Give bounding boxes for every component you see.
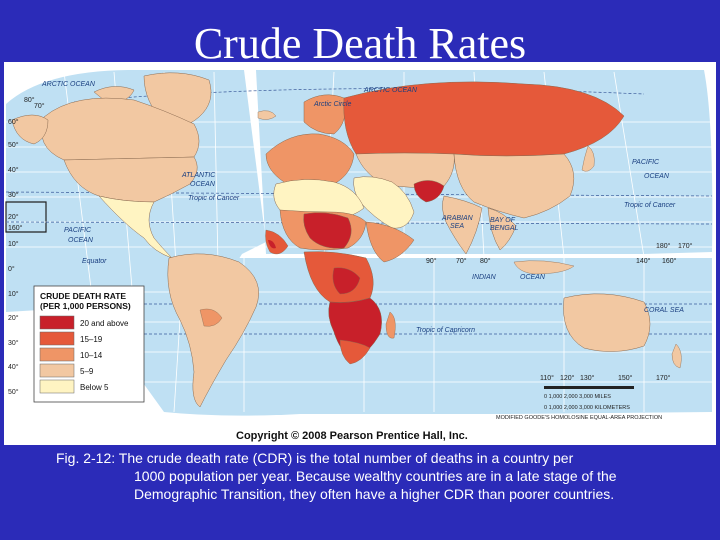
deg-0: 0° — [8, 265, 15, 273]
legend-label-0: 20 and above — [80, 319, 129, 328]
scale-bar: 0 1,000 2,000 3,000 MILES 0 1,000 2,000 … — [496, 386, 662, 421]
label-pacific-west-2: OCEAN — [68, 237, 94, 244]
deg-lon-160: 160° — [8, 224, 23, 232]
mexico-central-america — [98, 195, 173, 259]
new-zealand — [671, 343, 682, 369]
legend-swatch-1 — [39, 331, 75, 346]
deg-m10: 10° — [8, 290, 19, 298]
slide-title: Crude Death Rates — [193, 19, 527, 68]
deg-lon-80: 80° — [480, 257, 491, 265]
indonesia — [513, 260, 575, 275]
label-tropic-capricorn: Tropic of Capricorn — [416, 327, 475, 334]
label-bay-bengal-2: BENGAL — [490, 225, 519, 232]
deg-20: 20° — [8, 213, 19, 221]
legend-swatch-2 — [39, 347, 75, 362]
label-pacific-east-2: OCEAN — [644, 173, 670, 180]
deg-30: 30° — [8, 191, 19, 199]
deg-lon-120: 120° — [560, 374, 575, 382]
deg-lon-70: 70° — [456, 257, 467, 265]
south-africa — [339, 339, 371, 365]
sierra-leone — [268, 240, 276, 249]
label-tropic-cancer-1: Tropic of Cancer — [188, 195, 240, 202]
figure-caption: Fig. 2-12: The crude death rate (CDR) is… — [56, 449, 666, 503]
label-bay-bengal-1: BAY OF — [490, 217, 516, 224]
legend: CRUDE DEATH RATE (PER 1,000 PERSONS) 20 … — [33, 285, 145, 403]
horn-of-africa — [365, 221, 415, 263]
iceland — [257, 110, 277, 120]
label-pacific-east-1: PACIFIC — [632, 159, 660, 166]
caption-line-1: Fig. 2-12: The crude death rate (CDR) is… — [56, 450, 574, 466]
legend-title-2: (PER 1,000 PERSONS) — [40, 301, 131, 311]
afghanistan — [413, 180, 445, 203]
label-atlantic-2: OCEAN — [190, 181, 216, 188]
world-map: ARCTIC OCEAN ARCTIC OCEAN Arctic Circle … — [5, 70, 713, 442]
legend-title-1: CRUDE DEATH RATE — [40, 291, 126, 301]
label-equator: Equator — [82, 258, 107, 265]
scale-miles: 0 1,000 2,000 3,000 MILES — [544, 394, 611, 400]
europe-west — [265, 133, 355, 186]
label-indian-ocean-1: INDIAN — [472, 274, 497, 281]
deg-m40: 40° — [8, 363, 19, 371]
drc — [332, 267, 361, 295]
alaska — [11, 114, 49, 145]
deg-50: 50° — [8, 141, 19, 149]
deg-10: 10° — [8, 240, 19, 248]
legend-label-2: 10–14 — [80, 351, 103, 360]
label-arctic-ocean-2: ARCTIC OCEAN — [363, 87, 418, 94]
southeast-asia — [487, 207, 517, 251]
label-tropic-cancer-2: Tropic of Cancer — [624, 202, 676, 209]
legend-swatch-4 — [39, 379, 75, 394]
japan — [581, 145, 595, 172]
deg-40: 40° — [8, 166, 19, 174]
label-arabian-sea-2: SEA — [450, 223, 464, 230]
india — [442, 195, 483, 255]
label-pacific-west-1: PACIFIC — [64, 227, 92, 234]
projection-label: MODIFIED GOODE'S HOMOLOSINE EQUAL-AREA P… — [496, 415, 662, 421]
legend-label-1: 15–19 — [80, 335, 103, 344]
canada — [41, 97, 200, 161]
deg-60: 60° — [8, 118, 19, 126]
deg-lon-160e: 160° — [662, 257, 677, 265]
legend-label-3: 5–9 — [80, 367, 94, 376]
deg-lon-140: 140° — [636, 257, 651, 265]
label-arabian-sea-1: ARABIAN — [441, 215, 474, 222]
caption-rest: 1000 population per year. Because wealth… — [134, 468, 617, 502]
china-mongolia — [453, 153, 575, 219]
scale-km: 0 1,000 2,000 3,000 KILOMETERS — [544, 405, 630, 411]
deg-m30: 30° — [8, 339, 19, 347]
deg-lon-170b: 170° — [678, 242, 693, 250]
legend-swatch-3 — [39, 363, 75, 378]
deg-m20: 20° — [8, 314, 19, 322]
deg-70: 70° — [34, 102, 45, 110]
deg-lon-130: 130° — [580, 374, 595, 382]
deg-lon-170: 170° — [656, 374, 671, 382]
bolivia — [199, 308, 223, 327]
niger-chad — [303, 212, 352, 249]
madagascar — [385, 311, 396, 339]
deg-lon-110: 110° — [540, 374, 554, 382]
label-arctic-circle: Arctic Circle — [313, 101, 351, 108]
legend-label-4: Below 5 — [80, 383, 109, 392]
label-indian-ocean-2: OCEAN — [520, 274, 546, 281]
legend-swatch-0 — [39, 315, 75, 330]
map-figure: ARCTIC OCEAN ARCTIC OCEAN Arctic Circle … — [4, 62, 716, 445]
deg-lon-90: 90° — [426, 257, 437, 265]
label-atlantic-1: ATLANTIC — [181, 172, 216, 179]
deg-80: 80° — [24, 96, 35, 104]
deg-lon-180: 180° — [656, 242, 671, 250]
scandinavia — [303, 94, 346, 135]
west-africa-coast — [265, 229, 289, 255]
deg-lon-150: 150° — [618, 374, 633, 382]
south-america — [167, 253, 259, 408]
australia — [563, 293, 651, 352]
label-arctic-ocean-1: ARCTIC OCEAN — [41, 81, 96, 88]
label-coral-sea: CORAL SEA — [644, 307, 684, 314]
deg-m50: 50° — [8, 388, 19, 396]
copyright-text: Copyright © 2008 Pearson Prentice Hall, … — [236, 430, 468, 442]
